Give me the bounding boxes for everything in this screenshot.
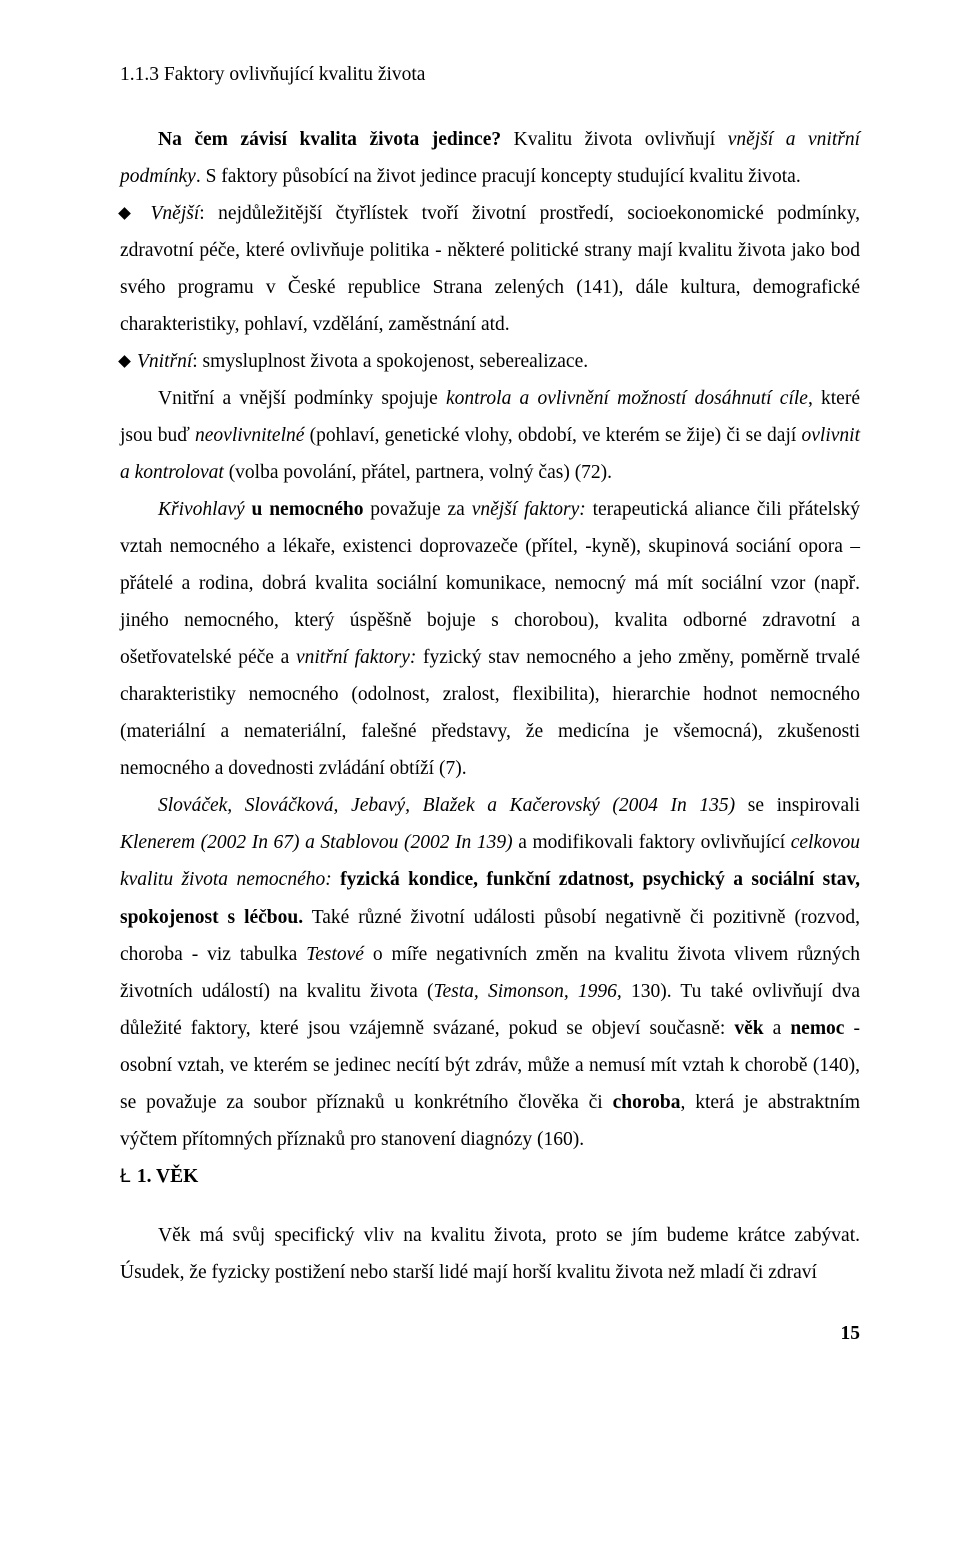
italic: Testa, Simonson, 1996, — [433, 981, 621, 1002]
paragraph-conditions: Vnitřní a vnější podmínky spojuje kontro… — [120, 380, 860, 491]
paragraph-vek: Věk má svůj specifický vliv na kvalitu ž… — [120, 1217, 860, 1291]
text: se inspirovali — [735, 795, 860, 816]
bullet-outer: Vnější: nejdůležitější čtyřlístek tvoří … — [120, 195, 860, 343]
page-number: 15 — [120, 1315, 860, 1352]
italic: vnější faktory: — [472, 499, 586, 520]
vek-heading: Ł 1. VĚK — [120, 1158, 860, 1195]
bold: nemoc — [790, 1018, 844, 1039]
section-heading: 1.1.3 Faktory ovlivňující kvalitu života — [120, 56, 860, 93]
text: považuje za — [363, 499, 471, 520]
bold: věk — [734, 1018, 763, 1039]
text: a — [764, 1018, 791, 1039]
italic: Křivohlavý — [158, 499, 245, 520]
bold: choroba — [613, 1092, 681, 1113]
text: (pohlaví, genetické vlohy, období, ve kt… — [304, 425, 801, 446]
bold: u nemocného — [252, 499, 364, 520]
italic: Vnější — [151, 203, 200, 224]
vek-title: 1. VĚK — [137, 1166, 198, 1187]
text: : smysluplnost života a spokojenost, seb… — [192, 351, 588, 372]
text — [245, 499, 252, 520]
text: Vnitřní a vnější podmínky spojuje — [158, 388, 446, 409]
text: a modifikovali faktory ovlivňující — [513, 832, 791, 853]
text: (volba povolání, přátel, partnera, volný… — [224, 462, 612, 483]
text: terapeutická aliance čili přátelský vzta… — [120, 499, 860, 668]
italic: neovlivnitelné — [195, 425, 304, 446]
lead-question: Na čem závisí kvalita života jedince? — [158, 129, 501, 150]
italic: kontrola a ovlivnění možností dosáhnutí … — [446, 388, 808, 409]
italic: Slováček, Slováčková, Jebavý, Blažek a K… — [158, 795, 735, 816]
italic: Vnitřní — [137, 351, 192, 372]
document-page: 1.1.3 Faktory ovlivňující kvalitu života… — [0, 0, 960, 1412]
text: : nejdůležitější čtyřlístek tvoří životn… — [120, 203, 860, 335]
paragraph-slovacek: Slováček, Slováčková, Jebavý, Blažek a K… — [120, 787, 860, 1157]
italic: vnitřní faktory: — [296, 647, 416, 668]
text: Kvalitu života ovlivňují — [501, 129, 728, 150]
text — [332, 869, 340, 890]
paragraph-krivohlavy: Křivohlavý u nemocného považuje za vnějš… — [120, 491, 860, 787]
bullet-inner: Vnitřní: smysluplnost života a spokojeno… — [120, 343, 860, 380]
italic: Klenerem (2002 In 67) a Stablovou (2002 … — [120, 832, 513, 853]
italic: Testové — [306, 944, 364, 965]
diamond-bullet-icon — [118, 207, 131, 220]
text: . S faktory působící na život jedince pr… — [196, 166, 801, 187]
diamond-bullet-icon — [118, 355, 131, 368]
paragraph-intro: Na čem závisí kvalita života jedince? Kv… — [120, 121, 860, 195]
vek-prefix-icon: Ł — [120, 1165, 131, 1187]
